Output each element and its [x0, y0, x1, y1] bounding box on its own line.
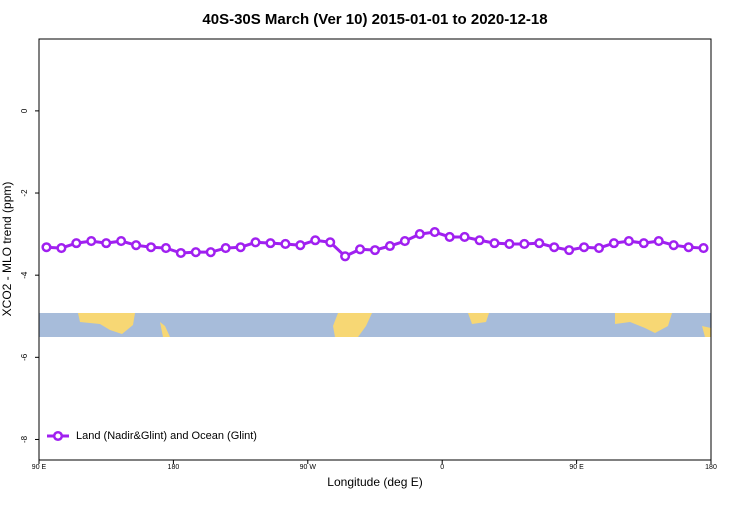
x-tick-label: 90 E	[569, 464, 584, 471]
y-tick-label: -6	[20, 353, 29, 361]
ocean	[39, 313, 711, 337]
point	[474, 235, 485, 246]
point	[668, 240, 679, 251]
point	[41, 242, 52, 253]
legend-label: Land (Nadir&Glint) and Ocean (Glint)	[76, 430, 257, 442]
y-tick-label: -2	[20, 189, 29, 197]
y-tick-label: 0	[20, 108, 29, 113]
point	[683, 242, 694, 253]
x-tick-label: 90 W	[300, 464, 317, 471]
point	[145, 242, 157, 253]
point	[369, 245, 381, 256]
map-band	[39, 313, 711, 337]
point	[653, 236, 664, 247]
chart-title: 40S-30S March (Ver 10) 2015-01-01 to 202…	[202, 11, 547, 28]
point	[399, 236, 410, 247]
point	[608, 238, 619, 249]
land	[702, 326, 711, 337]
point	[504, 238, 515, 250]
point	[116, 236, 127, 247]
x-tick-label: 180	[705, 464, 717, 471]
point	[190, 247, 201, 258]
point	[444, 231, 455, 243]
x-tick-label: 0	[440, 464, 444, 471]
point	[86, 236, 97, 247]
y-axis-label: XCO2 - MLO trend (ppm)	[0, 182, 14, 317]
point	[265, 238, 276, 249]
point	[250, 237, 261, 248]
point	[593, 243, 605, 254]
point	[534, 238, 545, 249]
point	[549, 242, 560, 253]
point	[295, 240, 306, 251]
land	[78, 313, 135, 334]
point	[459, 231, 470, 243]
point	[101, 238, 112, 249]
point	[384, 240, 395, 252]
point	[235, 242, 246, 253]
y-tick-label: -4	[20, 271, 29, 279]
x-tick-label: 90 E	[32, 464, 47, 471]
point	[519, 238, 530, 250]
y-tick-label: -8	[20, 435, 29, 443]
point	[340, 251, 351, 262]
point	[71, 238, 82, 249]
point	[310, 235, 321, 246]
point	[414, 229, 425, 240]
point	[564, 245, 575, 256]
point	[623, 236, 634, 247]
point	[638, 238, 649, 249]
point	[56, 243, 67, 254]
point	[205, 247, 216, 258]
x-axis-label: Longitude (deg E)	[327, 475, 422, 489]
point	[355, 244, 366, 255]
point	[325, 237, 336, 248]
point	[280, 238, 291, 250]
legend-marker	[52, 430, 64, 442]
point	[698, 243, 709, 254]
point	[160, 243, 171, 254]
point	[131, 240, 142, 251]
land	[615, 313, 672, 333]
point	[429, 226, 440, 238]
point	[579, 242, 590, 253]
land	[160, 322, 170, 337]
plot-frame	[38, 38, 712, 461]
point	[220, 243, 231, 254]
land	[333, 313, 372, 337]
land	[468, 313, 489, 324]
x-tick-label: 180	[168, 464, 180, 471]
point	[489, 238, 500, 249]
point	[175, 247, 186, 259]
